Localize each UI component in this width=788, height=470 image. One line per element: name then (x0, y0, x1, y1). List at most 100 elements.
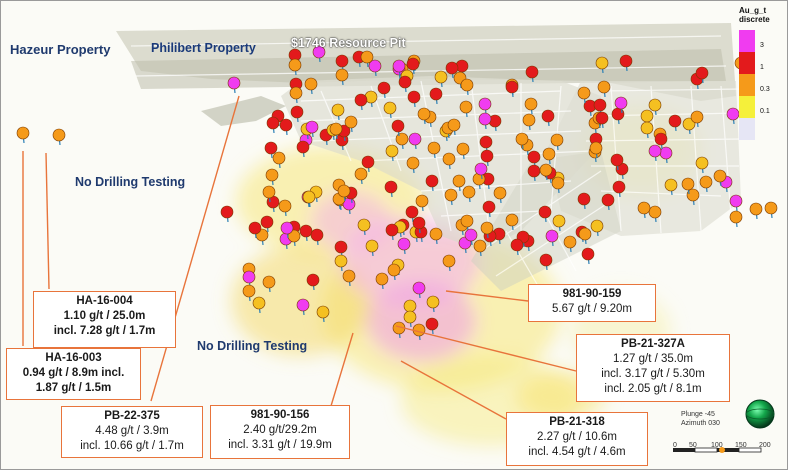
drillhole-marker (344, 115, 358, 129)
drillhole-marker (686, 188, 700, 202)
drillhole-marker (242, 270, 256, 284)
drillhole-marker (612, 180, 626, 194)
drillhole-marker (493, 186, 507, 200)
drillhole-marker (312, 45, 326, 59)
drillhole-marker (648, 98, 662, 112)
drillhole-marker (434, 70, 448, 84)
legend-tick: 1 (760, 64, 764, 71)
drillhole-marker (668, 114, 682, 128)
callout-title: 981-90-156 (250, 409, 310, 421)
drillhole-marker (550, 133, 564, 147)
drillhole-marker (452, 174, 466, 188)
callout-981-90-159: 981-90-159 5.67 g/t / 9.20m (528, 284, 656, 322)
drillhole-marker (648, 205, 662, 219)
drillhole-marker (425, 317, 439, 331)
hazeur-property-label: Hazeur Property (10, 42, 111, 57)
resource-pit-label: $1746 Resource Pit (291, 36, 406, 50)
drillhole-marker (456, 142, 470, 156)
drillhole-marker (248, 221, 262, 235)
callout-ha-16-003: HA-16-003 0.94 g/t / 8.9m incl. 1.87 g/t… (6, 348, 141, 400)
drillhole-marker (637, 201, 651, 215)
drillhole-marker (429, 87, 443, 101)
drillhole-marker (695, 66, 709, 80)
callout-line: 5.67 g/t / 9.20m (552, 303, 632, 315)
callout-title: HA-16-004 (76, 295, 133, 307)
drillhole-marker (442, 254, 456, 268)
legend-swatch (739, 52, 755, 74)
drillhole-marker (522, 113, 536, 127)
drillhole-marker (265, 168, 279, 182)
drillhole-marker (365, 239, 379, 253)
legend-title: Au_g_t (739, 6, 767, 15)
drillhole-marker (278, 199, 292, 213)
drillhole-marker (403, 299, 417, 313)
drillhole-marker (578, 227, 592, 241)
drillhole-marker (479, 135, 493, 149)
drillhole-marker (589, 141, 603, 155)
drillhole-marker (478, 112, 492, 126)
drillhole-marker (539, 253, 553, 267)
callout-line: 0.94 g/t / 8.9m incl. (22, 367, 125, 379)
drillhole-marker (406, 57, 420, 71)
drillhole-marker (354, 167, 368, 181)
drillhole-marker (474, 162, 488, 176)
callout-title: PB-21-318 (549, 416, 605, 428)
legend-swatch (739, 118, 755, 140)
legend-swatch (739, 96, 755, 118)
drillhole-marker (459, 100, 473, 114)
drillhole-marker (729, 210, 743, 224)
azimuth-text: Azimuth 030 (681, 420, 720, 427)
drillhole-marker (290, 105, 304, 119)
drillhole-marker (525, 65, 539, 79)
drillhole-marker (262, 185, 276, 199)
drillhole-marker (299, 224, 313, 238)
callout-line: 1.10 g/t / 25.0m (63, 310, 146, 322)
drillhole-marker (252, 296, 266, 310)
drillhole-marker (640, 109, 654, 123)
drillhole-marker (302, 190, 316, 204)
drillhole-marker (590, 219, 604, 233)
drillhole-marker (415, 194, 429, 208)
drillhole-marker (654, 132, 668, 146)
drillhole-marker (310, 228, 324, 242)
drillhole-marker (597, 80, 611, 94)
drillhole-marker (331, 103, 345, 117)
drillhole-marker (306, 273, 320, 287)
drillhole-marker (640, 121, 654, 135)
callout-line: incl. 4.54 g/t / 4.6m (528, 446, 626, 458)
drillhole-marker (460, 214, 474, 228)
callout-line: incl. 7.28 g/t / 1.7m (53, 325, 156, 337)
drillhole-marker (614, 96, 628, 110)
drillhole-marker (406, 156, 420, 170)
drillhole-marker (397, 237, 411, 251)
drillhole-marker (279, 118, 293, 132)
drillhole-marker (478, 97, 492, 111)
drillhole-marker (242, 284, 256, 298)
drillhole-marker (505, 80, 519, 94)
drillhole-marker (334, 254, 348, 268)
drillhole-marker (391, 119, 405, 133)
drillhole-marker (610, 153, 624, 167)
drillhole-marker (264, 141, 278, 155)
drillhole-marker (266, 116, 280, 130)
drillhole-marker (383, 101, 397, 115)
drillhole-marker (296, 140, 310, 154)
legend-class: 0.1 (739, 96, 787, 118)
drillhole-marker (538, 205, 552, 219)
callout-pb-21-327a: PB-21-327A 1.27 g/t / 35.0m incl. 3.17 g… (576, 334, 730, 402)
scale-tick: 100 (711, 442, 723, 449)
drillhole-marker (664, 178, 678, 192)
drillhole-marker (595, 111, 609, 125)
legend-swatch (739, 30, 755, 52)
drillhole-marker (460, 78, 474, 92)
callout-ha-16-004: HA-16-004 1.10 g/t / 25.0m incl. 7.28 g/… (33, 291, 176, 348)
callout-line: incl. 10.66 g/t / 1.7m (80, 440, 184, 452)
drillhole-marker (395, 132, 409, 146)
legend-class: 1 (739, 52, 787, 74)
callout-pb-22-375: PB-22-375 4.48 g/t / 3.9m incl. 10.66 g/… (61, 406, 203, 458)
drillhole-marker (384, 180, 398, 194)
drillhole-marker (749, 202, 763, 216)
drillhole-marker (387, 263, 401, 277)
